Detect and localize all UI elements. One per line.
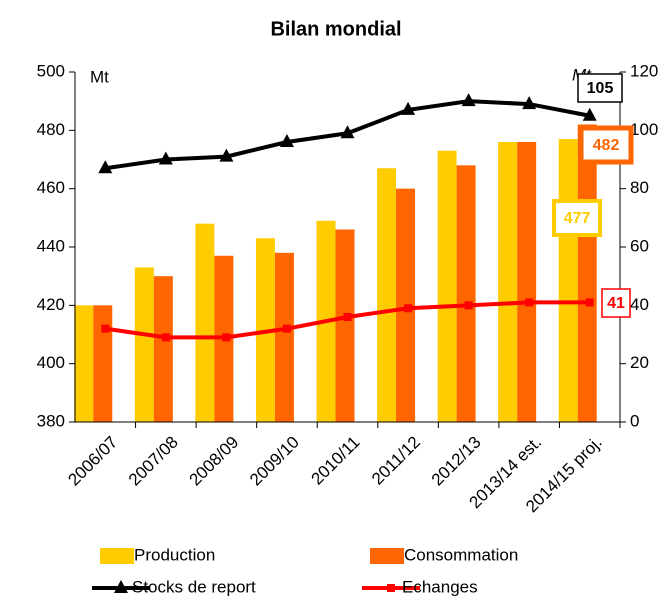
legend-swatch [370,548,404,564]
y2-tick-label: 20 [630,353,649,372]
data-label-box [578,125,634,165]
bar [437,150,457,422]
marker [279,134,294,147]
y2-tick-label: 120 [630,61,658,80]
legend-label: Stocks de report [132,577,256,596]
x-tick-label: 2009/10 [246,433,303,490]
bar [498,142,518,422]
y-tick-label: 440 [37,236,65,255]
y2-tick-label: 60 [630,236,649,255]
bar [558,139,578,423]
y-tick-label: 400 [37,353,65,372]
marker [582,107,597,121]
x-tick-label: 2007/08 [125,433,182,490]
marker [585,298,594,307]
marker [340,125,355,139]
legend-swatch [100,548,134,564]
data-label: 41 [607,295,625,312]
marker [401,101,416,115]
bar [517,142,537,422]
x-tick-label: 2012/13 [428,433,485,490]
data-label-box [552,199,602,237]
bar [134,267,154,422]
data-label: 105 [587,80,614,97]
y-tick-label: 500 [37,61,65,80]
bar [153,276,173,422]
marker [404,304,413,313]
data-label: 482 [593,137,620,154]
bar [377,168,397,422]
y-axis-label: Mt [90,67,109,86]
marker [161,333,170,342]
bar [93,305,113,422]
y2-tick-label: 0 [630,411,639,430]
bar [577,124,597,422]
legend-marker [387,584,395,592]
y-tick-label: 460 [37,178,65,197]
chart-title: Bilan mondial [270,18,401,40]
y2-tick-label: 80 [630,178,649,197]
data-label: 477 [564,210,591,227]
marker [522,96,537,110]
marker [461,93,476,107]
marker [343,313,352,321]
marker [464,301,473,310]
bar [74,305,94,422]
legend-label: Consommation [404,545,518,564]
marker [219,148,234,162]
y2-tick-label: 40 [630,295,649,314]
bar [195,223,215,422]
bar [456,165,476,423]
legend-label: Production [134,545,215,564]
y-tick-label: 420 [37,295,65,314]
y-tick-label: 480 [37,120,65,139]
marker [101,324,110,333]
legend-label: Echanges [402,577,478,596]
data-label-box [601,288,631,318]
x-tick-label: 2011/12 [368,433,424,489]
marker [98,160,113,174]
x-tick-label: 2006/07 [64,433,121,490]
legend-marker [114,580,128,593]
bar [335,229,355,422]
marker [525,298,534,307]
x-tick-label: 2008/09 [185,433,242,490]
y-tick-label: 380 [37,411,65,430]
bar [274,252,294,422]
marker [282,324,291,333]
x-tick-label: 2010/11 [307,433,363,489]
data-label-box [577,73,623,103]
marker [158,151,173,165]
y2-tick-label: 100 [630,120,658,139]
marker [222,333,231,342]
